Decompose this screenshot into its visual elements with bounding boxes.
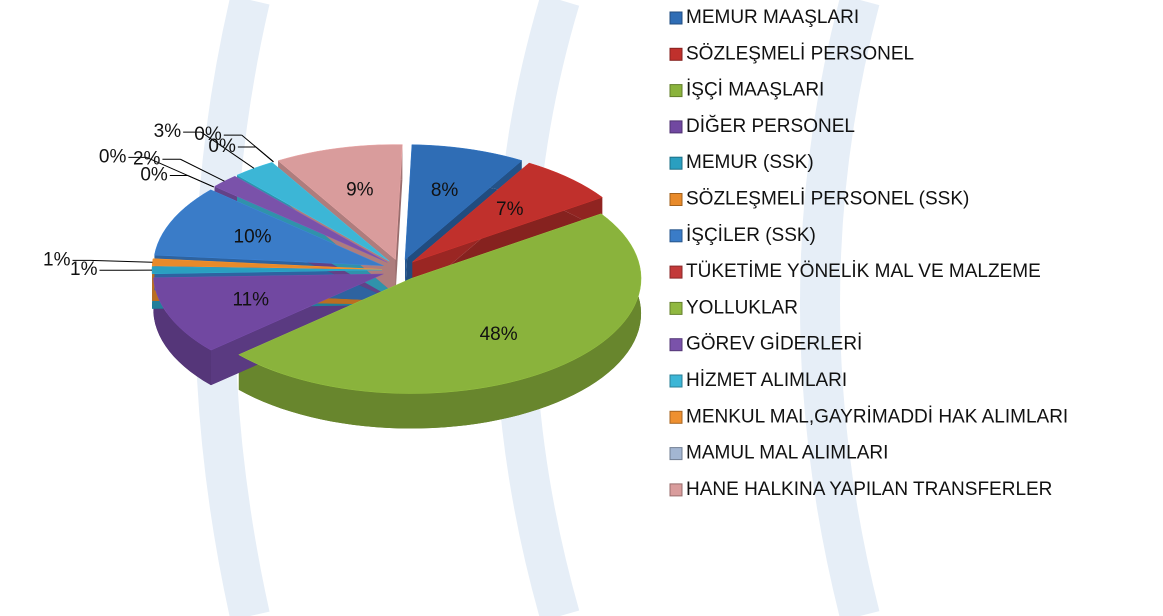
legend-swatch <box>669 410 683 424</box>
legend-swatch <box>669 84 683 98</box>
watermark-arc <box>800 0 880 616</box>
legend-label: İŞÇİ MAAŞLARI <box>686 80 824 101</box>
slice <box>412 162 603 263</box>
legend-swatch <box>669 47 683 61</box>
data-label: 2% <box>133 148 161 169</box>
data-label: 0% <box>140 165 168 186</box>
slice <box>277 144 403 261</box>
leader-line <box>90 259 153 263</box>
slice <box>151 258 383 270</box>
legend-label: HANE HALKINA YAPILAN TRANSFERLER <box>686 479 1052 500</box>
data-label: 9% <box>346 180 374 201</box>
slice <box>154 189 384 266</box>
slice <box>238 213 642 394</box>
legend-swatch <box>669 338 683 352</box>
data-label: 48% <box>480 324 518 345</box>
slice <box>404 144 523 261</box>
legend-label: GÖREV GİDERLERİ <box>686 334 862 355</box>
leader-line <box>200 131 255 169</box>
legend-label: HİZMET ALIMLARI <box>686 370 847 391</box>
legend-label: MEMUR MAAŞLARI <box>686 7 859 28</box>
data-label: 11% <box>232 289 269 310</box>
legend-swatch <box>669 156 683 170</box>
legend-label: SÖZLEŞMELİ PERSONEL (SSK) <box>686 189 969 210</box>
data-label: 0% <box>194 124 222 145</box>
legend-label: DİĞER PERSONEL <box>686 115 855 137</box>
data-label: 1% <box>70 259 98 280</box>
slice-wall <box>238 213 642 429</box>
legend-swatch <box>669 229 683 243</box>
legend-swatch <box>669 447 683 461</box>
data-label: 1% <box>43 249 71 270</box>
pie: 8%7%48%11%1%1%10%0%0%2%3%0%0%9% <box>43 121 642 429</box>
legend-swatch <box>669 374 683 388</box>
data-label: 7% <box>496 199 524 220</box>
data-label: 8% <box>431 180 459 201</box>
legend-label: TÜKETİME YÖNELİK MAL VE MALZEME <box>686 261 1041 282</box>
legend-label: MEMUR (SSK) <box>686 152 814 173</box>
leader-line <box>241 134 274 163</box>
legend-swatch <box>669 483 683 497</box>
slice <box>153 273 384 351</box>
data-label: 10% <box>234 227 272 248</box>
legend-swatch <box>669 265 683 279</box>
data-label: 0% <box>208 136 236 157</box>
data-label: 3% <box>154 121 182 142</box>
legend-label: MAMUL MAL ALIMLARI <box>686 443 888 464</box>
leader-line <box>180 158 225 182</box>
legend-swatch <box>669 11 683 25</box>
legend-swatch <box>669 193 683 206</box>
legend: MEMUR MAAŞLARI SÖZLEŞMELİ PERSONEL İŞÇİ MA… <box>669 7 1068 500</box>
leader-line <box>187 175 214 188</box>
legend-label: YOLLUKLAR <box>686 297 798 318</box>
slice <box>213 175 388 263</box>
legend-label: İŞÇİLER (SSK) <box>686 225 816 246</box>
legend-label: MENKUL MAL,GAYRİMADDİ HAK ALIMLARI <box>686 406 1068 427</box>
legend-label: SÖZLEŞMELİ PERSONEL <box>686 43 914 64</box>
legend-swatch <box>669 120 683 134</box>
legend-swatch <box>669 301 683 315</box>
pie-tops <box>151 144 642 394</box>
data-label: 0% <box>99 146 127 167</box>
slice-wall <box>153 277 211 386</box>
